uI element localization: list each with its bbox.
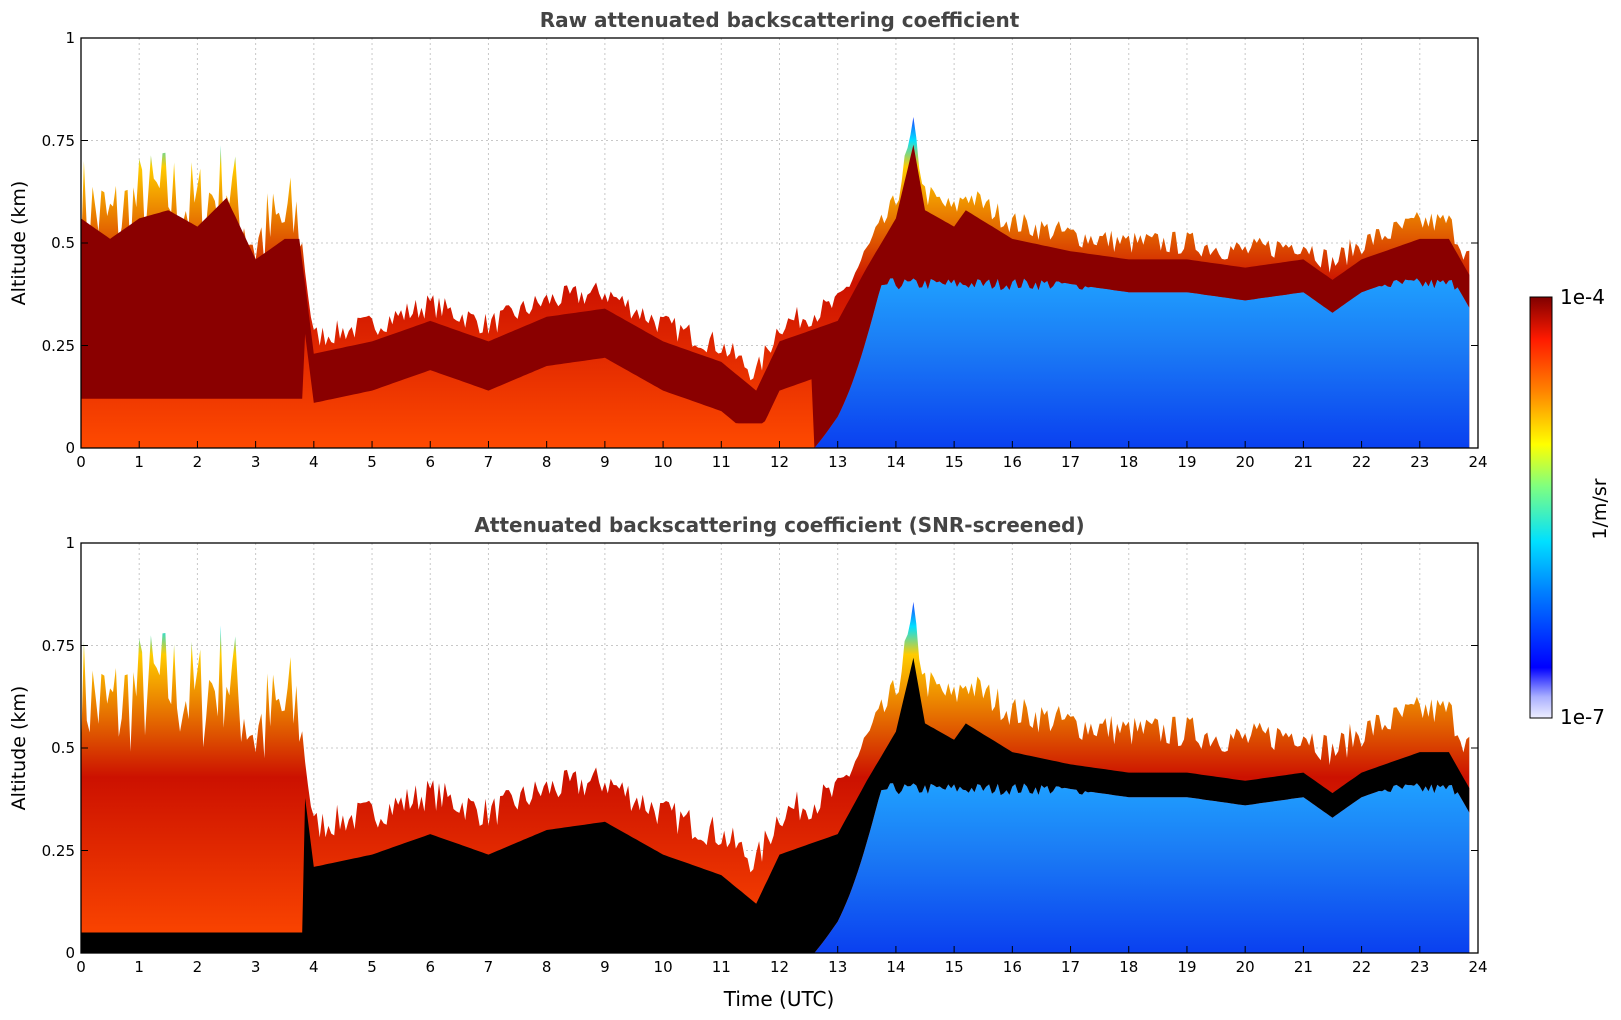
x-tick-label: 1	[134, 958, 144, 976]
x-tick-label: 20	[1235, 453, 1255, 471]
y-tick-label: 0.25	[41, 841, 75, 860]
x-tick-label: 12	[769, 958, 790, 976]
colorbar-min-label: 1e-7	[1560, 705, 1605, 729]
raw-backscatter-panel	[80, 37, 1479, 449]
x-tick-label: 3	[250, 958, 261, 976]
x-tick-label: 19	[1177, 453, 1197, 471]
x-tick-label: 14	[886, 958, 906, 976]
y-tick-label: 0	[65, 439, 75, 457]
x-tick-label: 12	[769, 453, 790, 471]
panel2-ticks	[80, 542, 1479, 954]
x-tick-label: 17	[1060, 453, 1081, 471]
x-tick-label: 8	[541, 958, 552, 976]
y-tick-label: 0.75	[41, 131, 75, 150]
x-tick-label: 10	[653, 958, 673, 976]
panel1-ticks	[80, 37, 1479, 449]
colorbar	[1529, 296, 1553, 719]
x-tick-label: 0	[76, 453, 86, 471]
x-tick-label: 9	[600, 453, 610, 471]
x-tick-label: 16	[1002, 958, 1022, 976]
screened-boundary-layer-blue	[81, 783, 1470, 953]
x-tick-label: 7	[483, 958, 494, 976]
x-tick-label: 4	[309, 958, 319, 976]
y-tick-label: 0.75	[41, 636, 75, 655]
x-tick-label: 3	[250, 453, 261, 471]
panel2-title: Attenuated backscattering coefficient (S…	[474, 513, 1085, 537]
x-tick-label: 8	[541, 453, 552, 471]
x-tick-label: 5	[367, 958, 377, 976]
screened-saturated-layer	[81, 657, 1470, 953]
x-tick-label: 11	[711, 453, 731, 471]
y-tick-label: 0	[65, 944, 75, 962]
snr-screened-panel	[80, 542, 1479, 954]
x-tick-label: 17	[1060, 958, 1081, 976]
x-tick-label: 0	[76, 958, 86, 976]
colorbar-gradient	[1529, 296, 1553, 719]
x-tick-label: 5	[367, 453, 377, 471]
x-tick-label: 2	[192, 453, 203, 471]
x-tick-label: 18	[1119, 453, 1139, 471]
x-tick-label: 19	[1177, 958, 1197, 976]
x-axis-label: Time (UTC)	[723, 987, 835, 1011]
x-tick-label: 22	[1352, 958, 1372, 976]
x-tick-label: 23	[1410, 453, 1430, 471]
x-tick-label: 1	[134, 453, 144, 471]
panel1-title: Raw attenuated backscattering coefficien…	[539, 8, 1020, 32]
x-tick-label: 6	[425, 958, 436, 976]
raw-boundary-layer-top	[81, 144, 1470, 448]
x-tick-label: 23	[1410, 958, 1430, 976]
x-tick-label: 21	[1293, 453, 1313, 471]
x-tick-label: 2	[192, 958, 203, 976]
x-tick-label: 13	[828, 453, 848, 471]
x-tick-label: 15	[944, 958, 964, 976]
y-tick-label: 0.5	[51, 739, 75, 757]
x-tick-label: 10	[653, 453, 673, 471]
x-tick-label: 15	[944, 453, 964, 471]
x-tick-label: 4	[309, 453, 319, 471]
x-tick-label: 13	[828, 958, 848, 976]
y-tick-label: 1	[65, 534, 75, 552]
colorbar-unit-label: 1/m/sr	[1589, 478, 1611, 540]
x-tick-label: 21	[1293, 958, 1313, 976]
x-tick-label: 18	[1119, 958, 1139, 976]
y-tick-label: 0.25	[41, 336, 75, 355]
x-tick-label: 24	[1468, 958, 1488, 976]
x-tick-label: 24	[1468, 453, 1488, 471]
x-tick-label: 22	[1352, 453, 1372, 471]
x-tick-label: 9	[600, 958, 610, 976]
x-tick-label: 14	[886, 453, 906, 471]
x-tick-label: 16	[1002, 453, 1022, 471]
x-tick-label: 20	[1235, 958, 1255, 976]
x-tick-label: 11	[711, 958, 731, 976]
x-tick-label: 7	[483, 453, 494, 471]
y-tick-label: 1	[65, 29, 75, 47]
colorbar-max-label: 1e-4	[1560, 285, 1605, 309]
y-tick-label: 0.5	[51, 234, 75, 252]
x-tick-label: 6	[425, 453, 436, 471]
raw-boundary-layer-blue	[81, 278, 1470, 448]
